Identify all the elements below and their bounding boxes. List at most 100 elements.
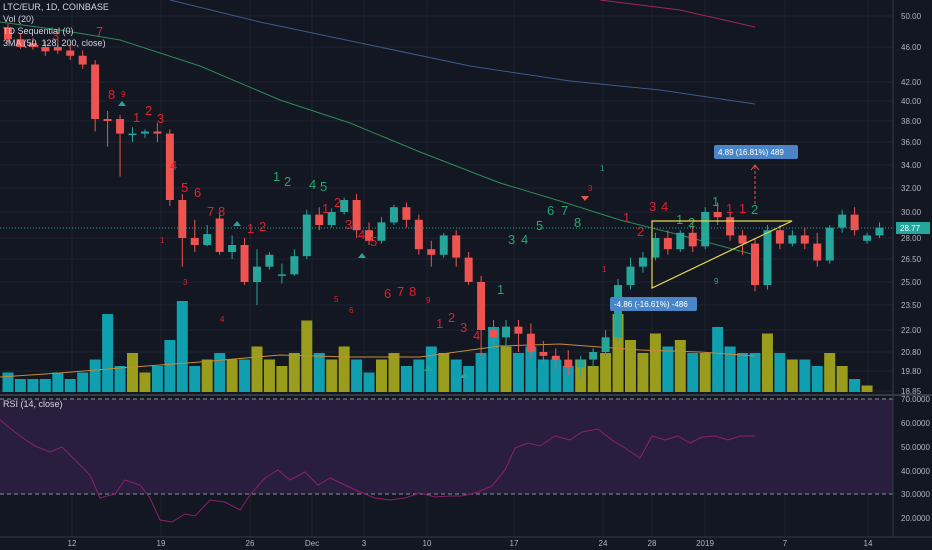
volume-bar: [463, 366, 475, 392]
volume-bar: [488, 327, 500, 392]
legend-td-sequential[interactable]: TD Sequential (0): [3, 26, 74, 36]
svg-text:7: 7: [96, 24, 103, 39]
svg-text:4: 4: [220, 315, 225, 324]
svg-text:4: 4: [170, 158, 177, 173]
volume-bar: [89, 359, 101, 392]
candle-body: [688, 232, 697, 247]
svg-text:2: 2: [145, 103, 152, 118]
volume-bar: [239, 359, 251, 392]
volume-bar: [687, 353, 699, 392]
legend-rsi[interactable]: RSI (14, close): [3, 399, 63, 409]
volume-bar: [151, 366, 163, 392]
svg-text:2: 2: [259, 219, 266, 234]
svg-text:3: 3: [345, 217, 352, 232]
candle-body: [514, 326, 523, 334]
legend-moving-averages[interactable]: 3MA (50, 128, 200, close): [3, 38, 106, 48]
candle-body: [850, 214, 859, 231]
candle-body: [576, 359, 585, 368]
svg-text:8: 8: [574, 215, 581, 230]
candle-body: [165, 133, 174, 200]
svg-text:1: 1: [726, 201, 733, 216]
rsi-tick-label: 70.0000: [901, 395, 930, 404]
svg-text:4: 4: [473, 328, 480, 343]
svg-text:5: 5: [181, 180, 188, 195]
candle-body: [78, 55, 87, 65]
time-axis[interactable]: 12 19 26 Dec 3 10 17 24 28 2019 7 14: [68, 539, 873, 548]
price-axis[interactable]: 50.00 46.00 42.00 40.00 38.00 36.00 34.00 32.00…: [901, 12, 922, 396]
candle-body: [539, 352, 548, 356]
volume-bar: [724, 346, 736, 392]
candle-body: [464, 257, 473, 282]
price-tick-label: 23.50: [901, 301, 922, 310]
svg-text:1: 1: [676, 212, 683, 227]
svg-text:9: 9: [714, 277, 719, 286]
candle-body: [763, 230, 772, 286]
rsi-line: [0, 419, 755, 523]
svg-text:5: 5: [334, 295, 339, 304]
volume-bar: [774, 353, 786, 392]
price-tick-label: 38.00: [901, 117, 922, 126]
svg-text:6: 6: [349, 306, 354, 315]
volume-bar: [811, 366, 823, 392]
price-tick-label: 30.00: [901, 208, 922, 217]
candle-body: [775, 230, 784, 244]
svg-text:1: 1: [623, 210, 630, 225]
candle-body: [340, 200, 349, 212]
volume-bar: [164, 340, 176, 392]
measure-tool: 4.89 (16.81%) 489 -4.86 (-16.61%) -486: [610, 145, 798, 311]
candle-body: [352, 200, 361, 231]
volume-bar: [263, 359, 275, 392]
volume-bar: [525, 346, 537, 392]
candle-body: [701, 212, 710, 247]
candle-body: [502, 326, 510, 338]
svg-text:2: 2: [334, 195, 341, 210]
volume-bars: [2, 301, 873, 392]
volume-bar: [475, 353, 487, 392]
volume-bar: [737, 353, 749, 392]
svg-text:6: 6: [384, 286, 391, 301]
volume-bar: [500, 346, 512, 392]
svg-text:6: 6: [547, 203, 554, 218]
candle-body: [477, 282, 486, 330]
time-tick-label: 10: [423, 539, 432, 548]
candle-body: [651, 238, 660, 258]
candle-body: [240, 245, 249, 282]
volume-bar: [27, 379, 39, 392]
price-tick-label: 28.00: [901, 234, 922, 243]
volume-bar: [376, 359, 387, 392]
volume-bar: [749, 353, 761, 392]
rsi-axis[interactable]: 70.0000 60.0000 50.0000 40.0000 30.0000 20.00…: [901, 395, 930, 523]
volume-bar: [214, 353, 226, 392]
rsi-tick-label: 40.0000: [901, 467, 930, 476]
volume-bar: [425, 346, 437, 392]
svg-text:1: 1: [322, 201, 329, 216]
volume-bar: [587, 366, 599, 392]
last-price-value: 28.77: [900, 224, 921, 233]
triangle-pattern: [651, 220, 793, 289]
svg-text:8: 8: [218, 204, 225, 219]
candle-body: [439, 235, 448, 255]
volume-bar: [39, 379, 51, 392]
legend-volume[interactable]: Vol (20): [3, 14, 35, 24]
candle-body: [676, 232, 685, 250]
volume-bar: [799, 359, 811, 392]
candle-body: [626, 266, 635, 286]
candle-body: [66, 50, 75, 56]
svg-text:1: 1: [712, 194, 719, 209]
volume-bar: [351, 359, 363, 392]
svg-text:3: 3: [183, 278, 188, 287]
volume-bar: [2, 372, 14, 392]
candle-body: [452, 235, 461, 258]
time-tick-label: 24: [599, 539, 608, 548]
volume-bar: [849, 379, 861, 392]
price-tick-label: 34.00: [901, 161, 922, 170]
legend-symbol[interactable]: LTC/EUR, 1D, COINBASE: [3, 2, 109, 12]
svg-text:1: 1: [600, 164, 605, 173]
svg-text:4: 4: [358, 227, 365, 242]
volume-bar: [276, 366, 288, 392]
svg-text:9: 9: [426, 296, 431, 305]
candle-body: [638, 257, 647, 267]
svg-text:2: 2: [637, 224, 644, 239]
volume-bar: [550, 359, 562, 392]
